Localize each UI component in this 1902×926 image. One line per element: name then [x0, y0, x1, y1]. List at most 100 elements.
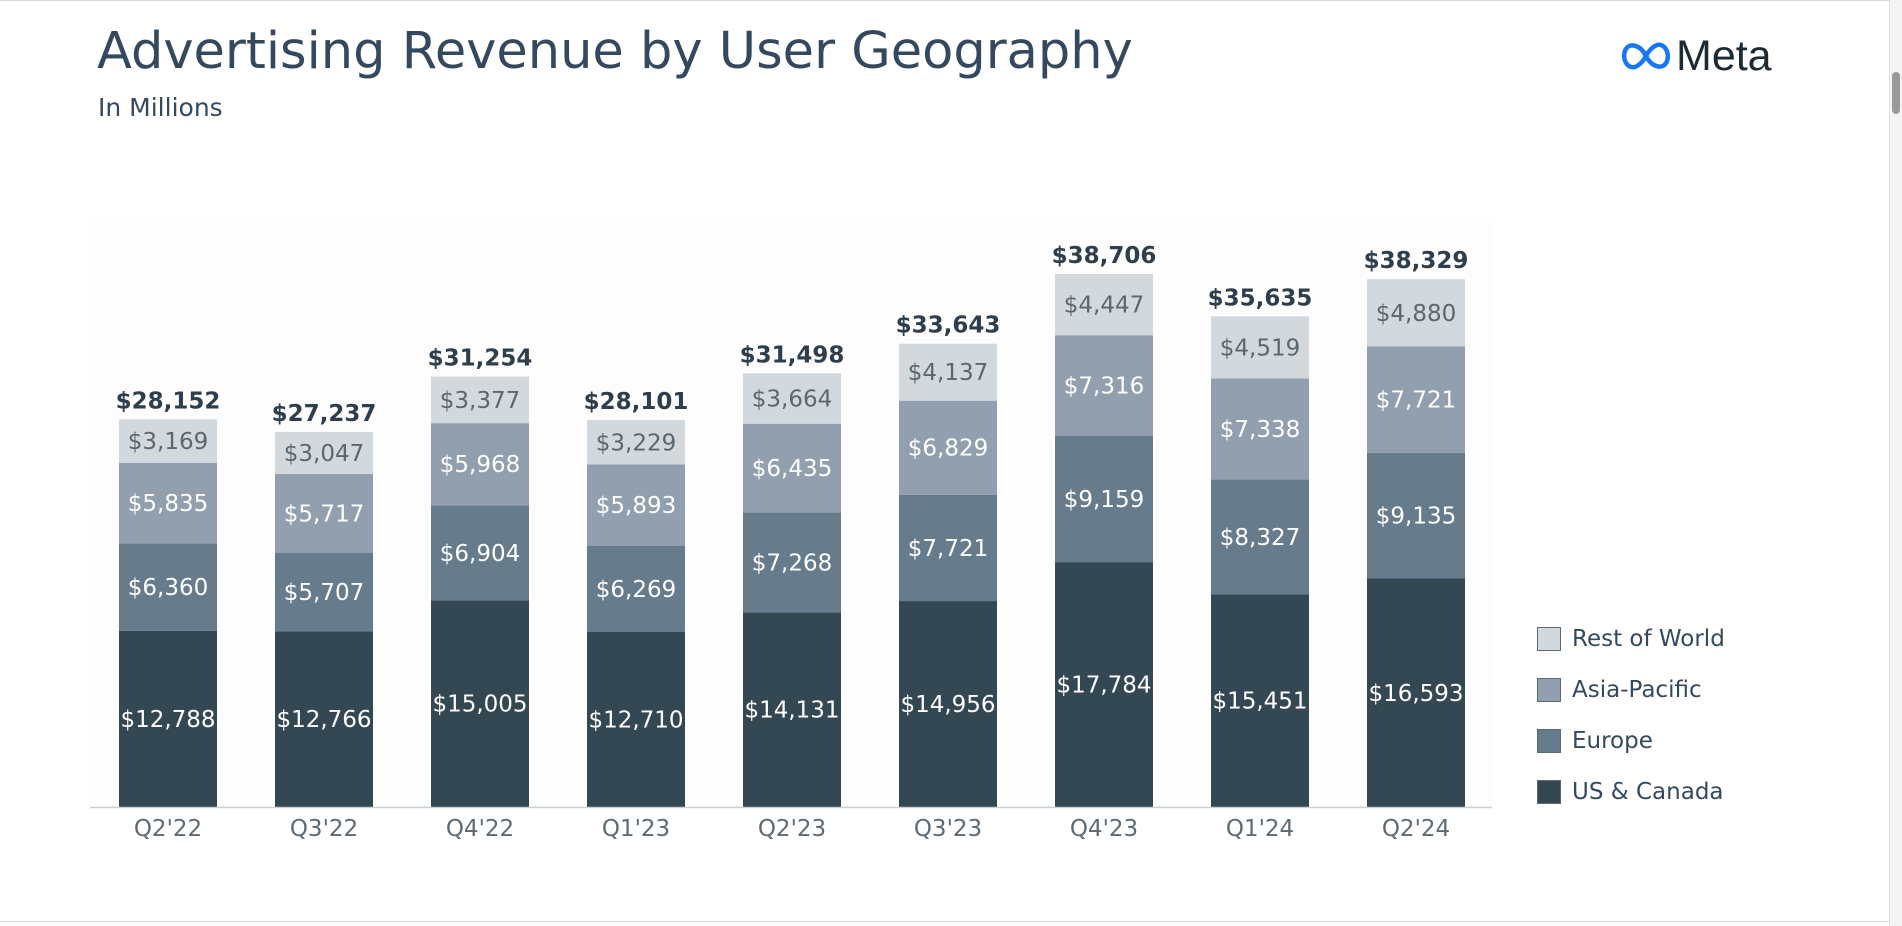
total-label: $38,706 [1052, 243, 1157, 269]
chart-subtitle: In Millions [98, 93, 223, 122]
data-label-europe: $9,159 [1064, 487, 1144, 513]
x-tick-label: Q1'23 [602, 816, 670, 842]
total-label: $38,329 [1364, 248, 1469, 274]
bar-segment-us-canada-q4-23 [1055, 562, 1153, 807]
bar-segment-rest-of-world-q3-22 [275, 431, 373, 474]
bar-segment-rest-of-world-q2-24 [1367, 279, 1465, 347]
data-label-europe: $7,268 [752, 550, 832, 576]
top-border [0, 0, 1890, 1]
bar-segment-asia-pacific-q3-23 [899, 400, 997, 495]
legend-label-us-canada: US & Canada [1572, 779, 1724, 805]
bar-segment-asia-pacific-q1-24 [1211, 378, 1309, 480]
legend-label-rest-of-world: Rest of World [1572, 626, 1725, 652]
legend-swatch-rest-of-world [1537, 627, 1561, 651]
bar-segment-us-canada-q4-22 [431, 600, 529, 807]
data-label-europe: $6,269 [596, 577, 676, 603]
legend-swatch-asia-pacific [1537, 678, 1561, 702]
bar-segment-europe-q2-24 [1367, 452, 1465, 579]
x-tick-label: Q1'24 [1226, 816, 1294, 842]
total-label: $31,498 [740, 342, 845, 368]
data-label-us-canada: $15,005 [432, 692, 527, 718]
meta-infinity-icon [1622, 42, 1670, 70]
data-label-asia-pacific: $7,721 [1376, 388, 1456, 414]
bar-segment-europe-q1-24 [1211, 479, 1309, 595]
bar-segment-rest-of-world-q1-24 [1211, 316, 1309, 379]
bar-segment-asia-pacific-q4-23 [1055, 335, 1153, 436]
bar-segment-asia-pacific-q2-24 [1367, 346, 1465, 453]
logo-wordmark: Meta [1676, 32, 1772, 80]
data-label-rest-of-world: $3,229 [596, 430, 676, 456]
bar-segment-rest-of-world-q3-23 [899, 343, 997, 401]
legend-item-europe: Europe [1537, 728, 1653, 754]
total-label: $33,643 [896, 313, 1001, 339]
x-tick-label: Q3'23 [914, 816, 982, 842]
data-label-rest-of-world: $4,880 [1376, 301, 1456, 327]
data-label-asia-pacific: $7,338 [1220, 417, 1300, 443]
data-label-us-canada: $12,766 [276, 707, 371, 733]
bar-segment-us-canada-q2-22 [119, 630, 217, 807]
bottom-border [0, 921, 1890, 922]
x-tick-label: Q2'23 [758, 816, 826, 842]
data-label-europe: $7,721 [908, 536, 988, 562]
total-label: $28,152 [116, 388, 221, 414]
bar-segment-us-canada-q3-22 [275, 631, 373, 807]
total-label: $27,237 [272, 401, 377, 427]
data-label-us-canada: $16,593 [1368, 681, 1463, 707]
data-label-asia-pacific: $6,829 [908, 436, 988, 462]
data-label-us-canada: $17,784 [1056, 673, 1151, 699]
data-label-asia-pacific: $5,717 [284, 501, 364, 527]
data-label-rest-of-world: $4,447 [1064, 293, 1144, 319]
data-label-rest-of-world: $3,169 [128, 429, 208, 455]
bar-segment-europe-q2-22 [119, 543, 217, 631]
legend-label-asia-pacific: Asia-Pacific [1572, 677, 1702, 703]
data-label-rest-of-world: $3,377 [440, 388, 520, 414]
data-label-europe: $6,904 [440, 541, 520, 567]
x-tick-label: Q4'22 [446, 816, 514, 842]
total-label: $31,254 [428, 346, 533, 372]
bar-segment-us-canada-q2-23 [743, 612, 841, 807]
bar-segment-us-canada-q3-23 [899, 601, 997, 807]
legend-swatch-us-canada [1537, 780, 1561, 804]
bar-segment-europe-q4-23 [1055, 435, 1153, 563]
bar-segment-rest-of-world-q2-22 [119, 419, 217, 463]
data-label-rest-of-world: $3,664 [752, 386, 832, 412]
stacked-bar-chart: $12,788 $6,360 $5,835 $3,169 $28,152 Q2'22 $12… [90, 243, 1492, 842]
bar-segment-europe-q3-22 [275, 552, 373, 632]
data-label-us-canada: $14,131 [744, 698, 839, 724]
data-label-rest-of-world: $3,047 [284, 441, 364, 467]
legend-label-europe: Europe [1572, 728, 1653, 754]
scrollbar-thumb[interactable] [1892, 72, 1900, 114]
bar-segment-us-canada-q1-24 [1211, 594, 1309, 807]
bar-segment-europe-q1-23 [587, 545, 685, 632]
data-label-europe: $5,707 [284, 580, 364, 606]
data-label-europe: $8,327 [1220, 525, 1300, 551]
bar-segment-asia-pacific-q3-22 [275, 473, 373, 553]
data-label-us-canada: $15,451 [1212, 689, 1307, 715]
legend-item-us-canada: US & Canada [1537, 779, 1724, 805]
data-label-rest-of-world: $4,137 [908, 360, 988, 386]
total-label: $35,635 [1208, 285, 1313, 311]
meta-logo: Meta [1620, 32, 1772, 80]
bar-segment-asia-pacific-q1-23 [587, 464, 685, 546]
data-label-rest-of-world: $4,519 [1220, 335, 1300, 361]
bar-segment-asia-pacific-q2-23 [743, 423, 841, 513]
data-label-us-canada: $12,788 [120, 707, 215, 733]
vertical-scrollbar[interactable] [1889, 0, 1902, 926]
data-label-europe: $6,360 [128, 575, 208, 601]
total-label: $28,101 [584, 389, 689, 415]
bar-segment-us-canada-q2-24 [1367, 578, 1465, 807]
bar-segment-us-canada-q1-23 [587, 631, 685, 807]
bar-segment-asia-pacific-q4-22 [431, 423, 529, 506]
data-label-asia-pacific: $5,835 [128, 491, 208, 517]
data-label-europe: $9,135 [1376, 504, 1456, 530]
bar-segment-europe-q2-23 [743, 512, 841, 613]
legend-swatch-europe [1537, 729, 1561, 753]
legend-item-asia-pacific: Asia-Pacific [1537, 677, 1702, 703]
data-label-asia-pacific: $5,893 [596, 493, 676, 519]
data-label-asia-pacific: $6,435 [752, 456, 832, 482]
bar-segment-europe-q3-23 [899, 494, 997, 602]
bar-segment-rest-of-world-q4-22 [431, 376, 529, 424]
bar-segment-rest-of-world-q2-23 [743, 373, 841, 424]
bar-segment-rest-of-world-q4-23 [1055, 274, 1153, 336]
data-label-us-canada: $14,956 [900, 692, 995, 718]
